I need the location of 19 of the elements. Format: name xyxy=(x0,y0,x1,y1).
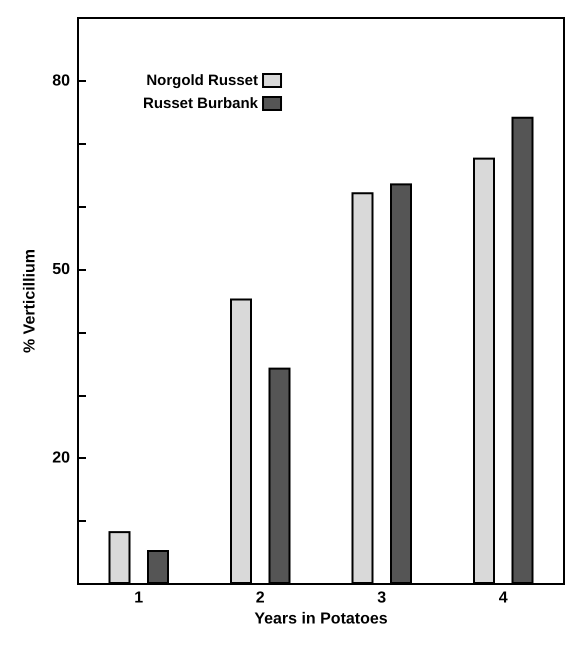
x-axis-title: Years in Potatoes xyxy=(254,610,388,628)
bar xyxy=(108,531,130,584)
x-tick-label: 3 xyxy=(377,590,386,606)
x-tick-label: 4 xyxy=(498,590,508,606)
y-axis-title: % Verticillium xyxy=(22,248,38,354)
bar xyxy=(512,116,534,584)
legend-label: Norgold Russet xyxy=(146,72,258,89)
x-tick-label: 2 xyxy=(256,590,265,606)
bar xyxy=(147,550,169,584)
y-tick-label: 80 xyxy=(52,72,70,90)
y-tick-label: 50 xyxy=(52,261,70,278)
bar xyxy=(230,298,252,584)
y-tick-label: 20 xyxy=(52,450,70,467)
legend-label: Russet Burbank xyxy=(142,95,259,112)
bar xyxy=(268,368,290,584)
bar xyxy=(352,192,374,584)
bar xyxy=(390,183,412,584)
x-tick-label: 1 xyxy=(134,590,144,606)
bar xyxy=(473,158,495,584)
